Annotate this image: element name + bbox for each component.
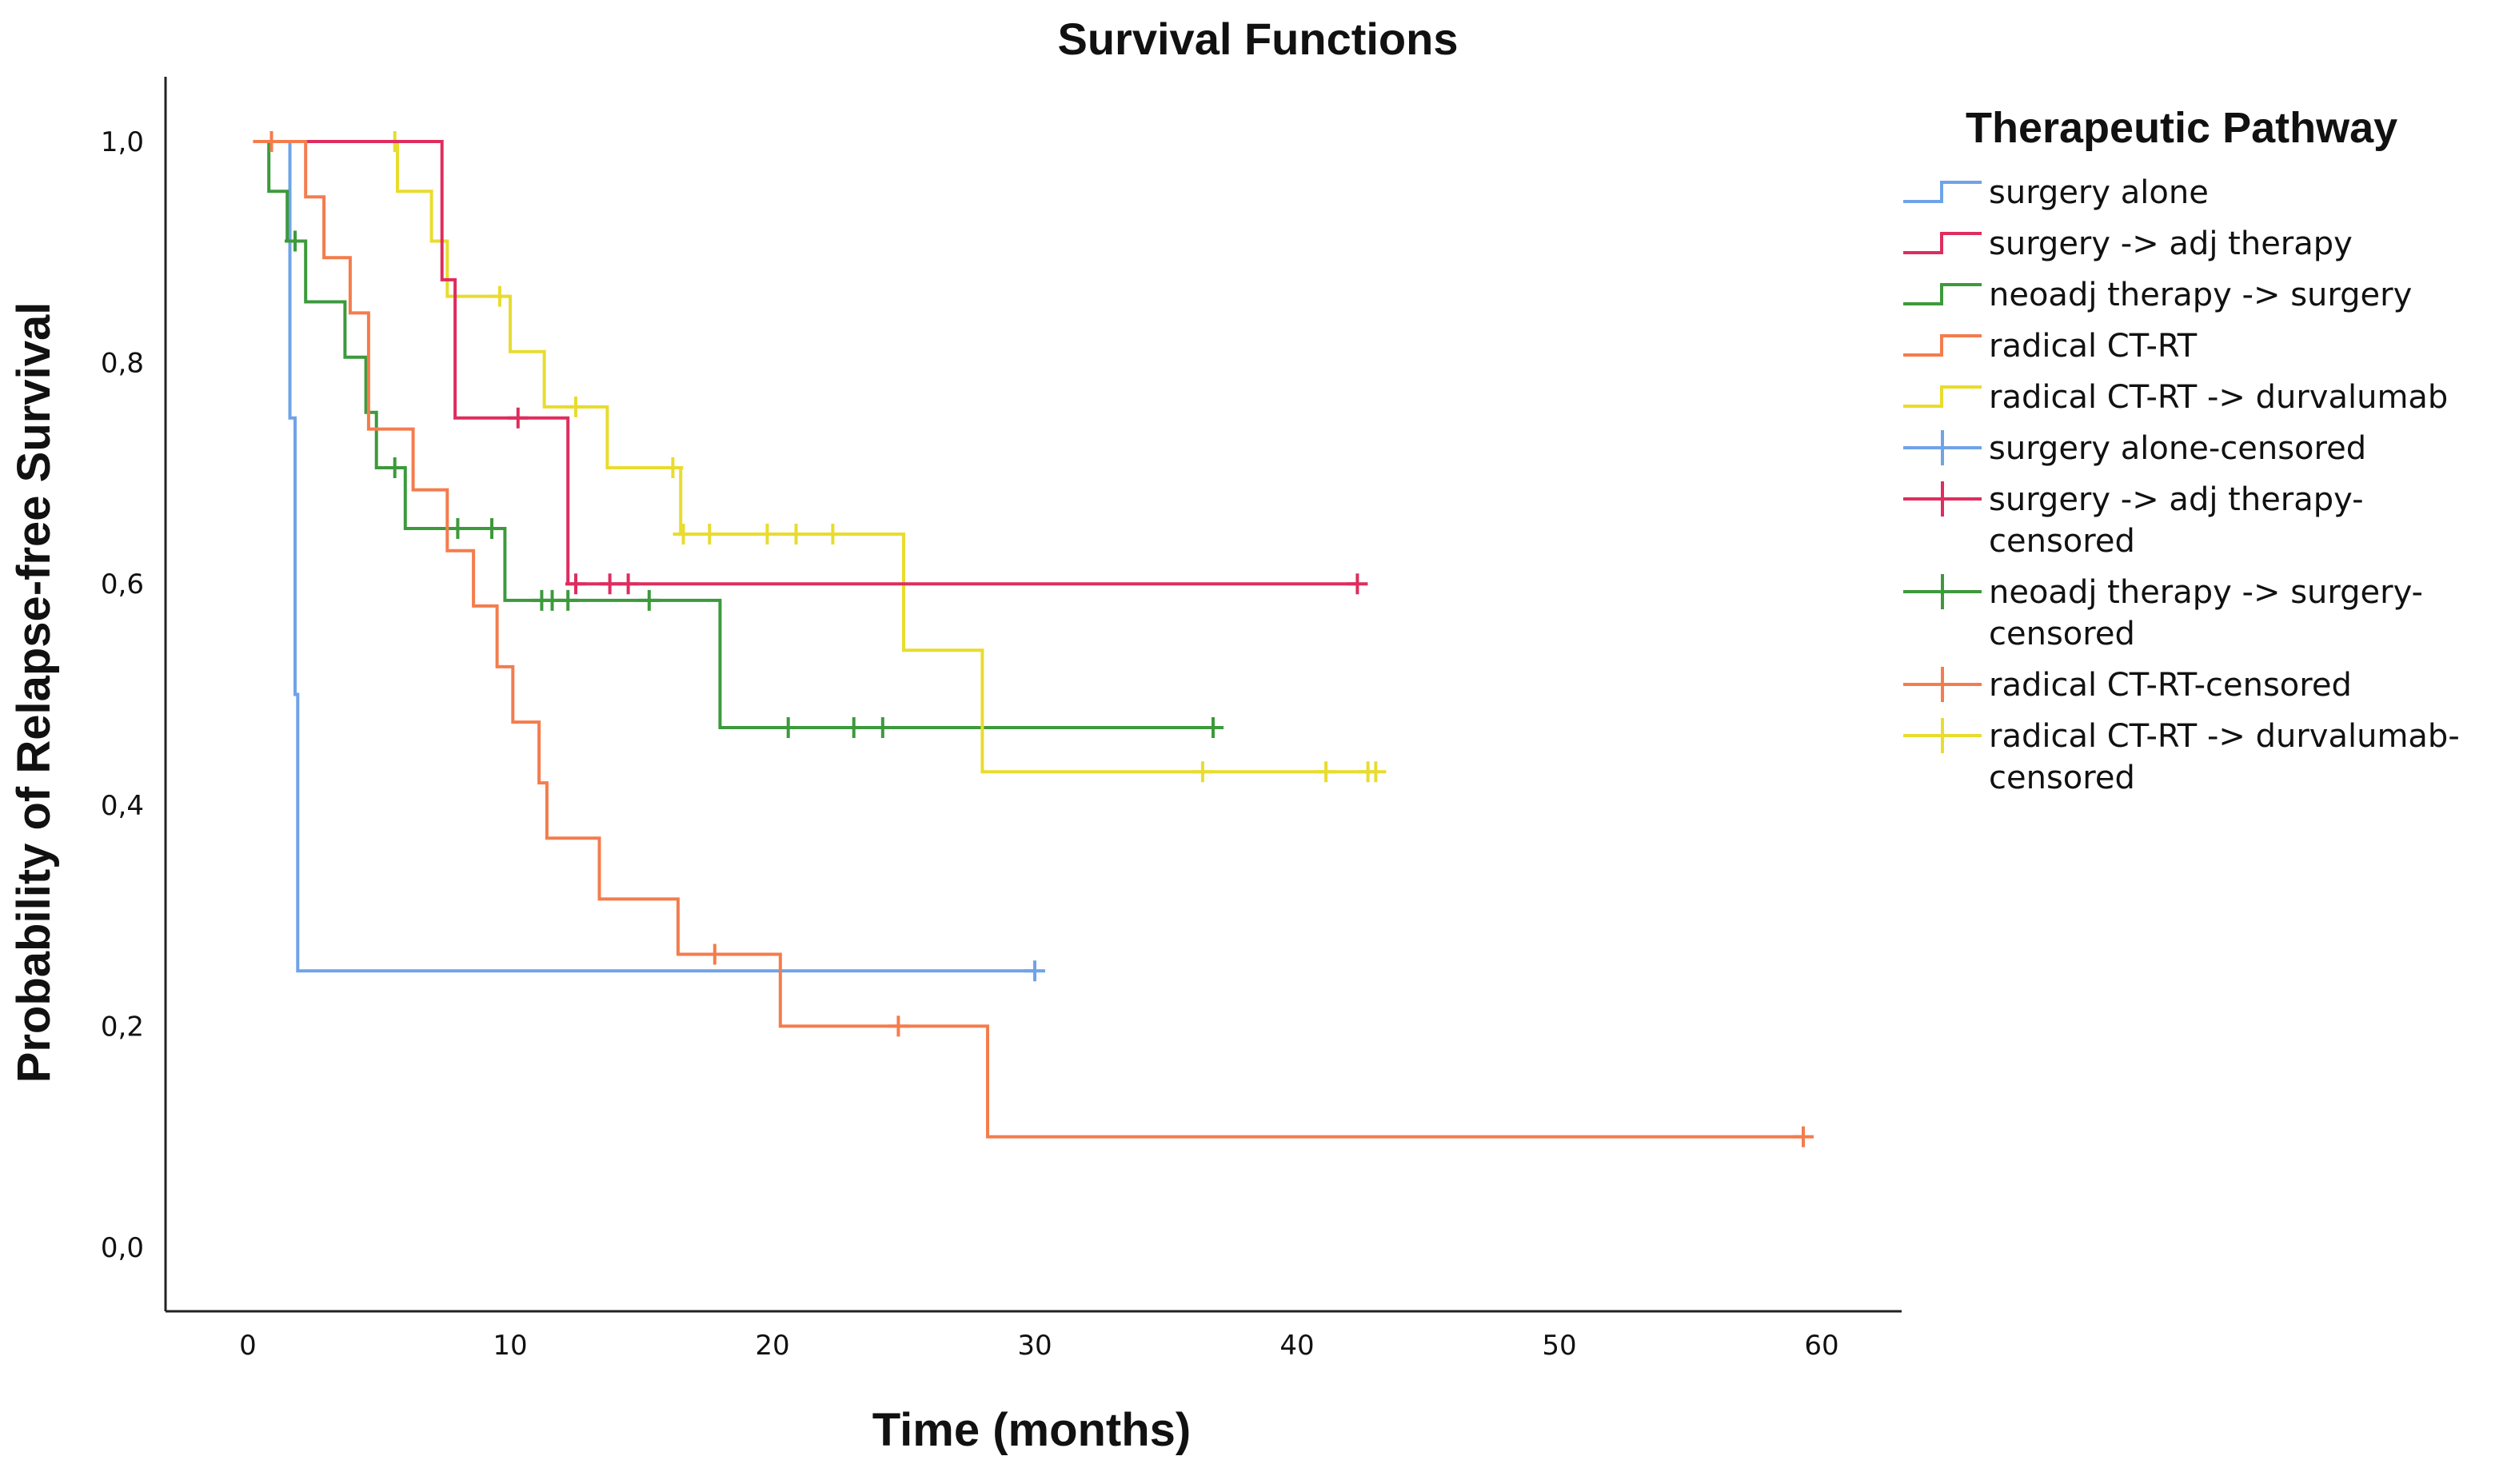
legend-step-swatch <box>1903 181 1982 203</box>
censor-mark-radical-ct-rt-durvalumab <box>1365 761 1387 783</box>
legend-step-swatch <box>1903 232 1982 254</box>
censor-mark-neoadj-therapy-surgery <box>557 589 579 611</box>
x-tick-label: 10 <box>493 1330 527 1362</box>
legend-step-swatch <box>1903 334 1982 357</box>
legend-step-swatch <box>1903 385 1982 408</box>
censor-mark-radical-ct-rt-durvalumab <box>1315 761 1337 783</box>
y-tick-label: 1,0 <box>101 126 144 158</box>
censor-mark-radical-ct-rt-durvalumab <box>785 524 807 545</box>
legend-plus-swatch <box>1903 667 1982 702</box>
censor-mark-radical-ct-rt-durvalumab <box>756 524 778 545</box>
censor-mark-radical-ct-rt <box>261 131 282 152</box>
legend-entry: surgery alone-censored <box>1903 430 2366 467</box>
legend-entry: neoadj therapy -> surgery-censored <box>1903 574 2423 652</box>
series-surgery-adj-therapy <box>253 140 1368 595</box>
y-tick-label: 0,0 <box>101 1232 144 1264</box>
plot-series <box>253 131 1814 1147</box>
y-axis-label: Probability of Relapse-free Survival <box>8 302 60 1083</box>
legend-label: radical CT-RT -> durvalumab- <box>1989 718 2460 755</box>
legend-plus-swatch <box>1903 430 1982 465</box>
y-tick-label: 0,4 <box>101 790 144 822</box>
legend-label: censored <box>1989 523 2135 560</box>
legend-label: radical CT-RT -> durvalumab <box>1989 379 2448 416</box>
legend-entry: radical CT-RT -> durvalumab <box>1903 379 2448 416</box>
x-tick-label: 60 <box>1804 1330 1838 1362</box>
legend-entry: surgery -> adj therapy <box>1903 225 2353 262</box>
legend-plus-swatch <box>1903 718 1982 753</box>
legend-label: surgery alone <box>1989 174 2209 211</box>
legend-label: censored <box>1989 616 2135 652</box>
x-axis-label: Time (months) <box>872 1404 1192 1456</box>
y-tick-label: 0,8 <box>101 348 144 380</box>
legend-plus-swatch <box>1903 481 1982 517</box>
x-tick-labels: 0 10 20 30 40 50 60 <box>239 1330 1838 1362</box>
censor-mark-radical-ct-rt-durvalumab <box>565 396 586 417</box>
censor-mark-neoadj-therapy-surgery <box>843 717 864 738</box>
legend-plus-swatch <box>1903 574 1982 609</box>
censor-mark-radical-ct-rt-durvalumab <box>699 524 721 545</box>
legend-label: surgery alone-censored <box>1989 430 2366 467</box>
censor-mark-neoadj-therapy-surgery <box>447 518 469 539</box>
censor-mark-radical-ct-rt <box>1793 1126 1814 1147</box>
censor-mark-neoadj-therapy-surgery <box>872 717 893 738</box>
legend-label: surgery -> adj therapy- <box>1989 481 2364 518</box>
series-surgery-alone <box>253 140 1045 982</box>
series-line-surgery-adj-therapy <box>253 140 1358 586</box>
series-line-neoadj-therapy-surgery <box>263 140 1213 729</box>
series-radical-ct-rt <box>253 131 1814 1147</box>
legend-label: neoadj therapy -> surgery <box>1989 277 2412 313</box>
series-radical-ct-rt-durvalumab <box>253 131 1387 783</box>
x-tick-label: 30 <box>1017 1330 1052 1362</box>
legend-step-swatch <box>1903 283 1982 305</box>
legend: Therapeutic Pathway surgery alonesurgery… <box>1903 104 2460 796</box>
censor-mark-surgery-alone <box>1024 960 1045 982</box>
censor-mark-surgery-adj-therapy <box>599 573 621 595</box>
x-tick-label: 0 <box>239 1330 257 1362</box>
series-line-radical-ct-rt-durvalumab <box>253 140 1371 774</box>
legend-title: Therapeutic Pathway <box>1966 104 2397 152</box>
censor-mark-neoadj-therapy-surgery <box>384 457 405 478</box>
x-tick-label: 40 <box>1279 1330 1314 1362</box>
censor-mark-neoadj-therapy-surgery <box>1203 717 1224 738</box>
censor-mark-radical-ct-rt-durvalumab <box>673 524 694 545</box>
censor-mark-radical-ct-rt-durvalumab <box>662 457 684 478</box>
censor-mark-surgery-adj-therapy <box>1347 573 1368 595</box>
x-tick-label: 50 <box>1542 1330 1576 1362</box>
censor-mark-radical-ct-rt-durvalumab <box>822 524 844 545</box>
censor-mark-surgery-adj-therapy <box>565 573 586 595</box>
legend-entry: radical CT-RT -> durvalumab-censored <box>1903 718 2460 796</box>
legend-label: radical CT-RT-censored <box>1989 667 2352 704</box>
legend-entry: surgery alone <box>1903 174 2209 211</box>
censor-mark-surgery-adj-therapy <box>617 573 639 595</box>
legend-entry: radical CT-RT-censored <box>1903 667 2352 704</box>
censor-mark-neoadj-therapy-surgery <box>777 717 799 738</box>
censor-mark-radical-ct-rt <box>704 943 725 965</box>
censor-mark-surgery-adj-therapy <box>507 407 529 429</box>
censor-mark-radical-ct-rt-durvalumab <box>1192 761 1213 783</box>
censor-mark-neoadj-therapy-surgery <box>638 589 660 611</box>
y-tick-label: 0,6 <box>101 568 144 600</box>
series-line-surgery-alone <box>253 140 1035 973</box>
x-tick-label: 20 <box>755 1330 789 1362</box>
y-tick-label: 0,2 <box>101 1011 144 1043</box>
legend-entry: neoadj therapy -> surgery <box>1903 277 2412 313</box>
censor-mark-radical-ct-rt <box>888 1015 909 1037</box>
chart-title: Survival Functions <box>1058 14 1459 64</box>
censor-mark-radical-ct-rt-durvalumab <box>489 285 510 307</box>
legend-entry: surgery -> adj therapy-censored <box>1903 481 2364 560</box>
censor-mark-neoadj-therapy-surgery <box>481 518 502 539</box>
legend-entry: radical CT-RT <box>1903 328 2198 365</box>
legend-label: surgery -> adj therapy <box>1989 225 2353 262</box>
series-line-radical-ct-rt <box>253 140 1803 1139</box>
legend-label: neoadj therapy -> surgery- <box>1989 574 2423 611</box>
axes <box>164 77 1902 1313</box>
legend-label: radical CT-RT <box>1989 328 2198 365</box>
censor-mark-neoadj-therapy-surgery <box>285 230 305 252</box>
legend-label: censored <box>1989 760 2135 796</box>
series-neoadj-therapy-surgery <box>263 140 1224 738</box>
y-tick-labels: 0,0 0,2 0,4 0,6 0,8 1,0 <box>101 126 144 1264</box>
legend-items: surgery alone surgery -> adj therapy neoad… <box>1903 174 2460 796</box>
